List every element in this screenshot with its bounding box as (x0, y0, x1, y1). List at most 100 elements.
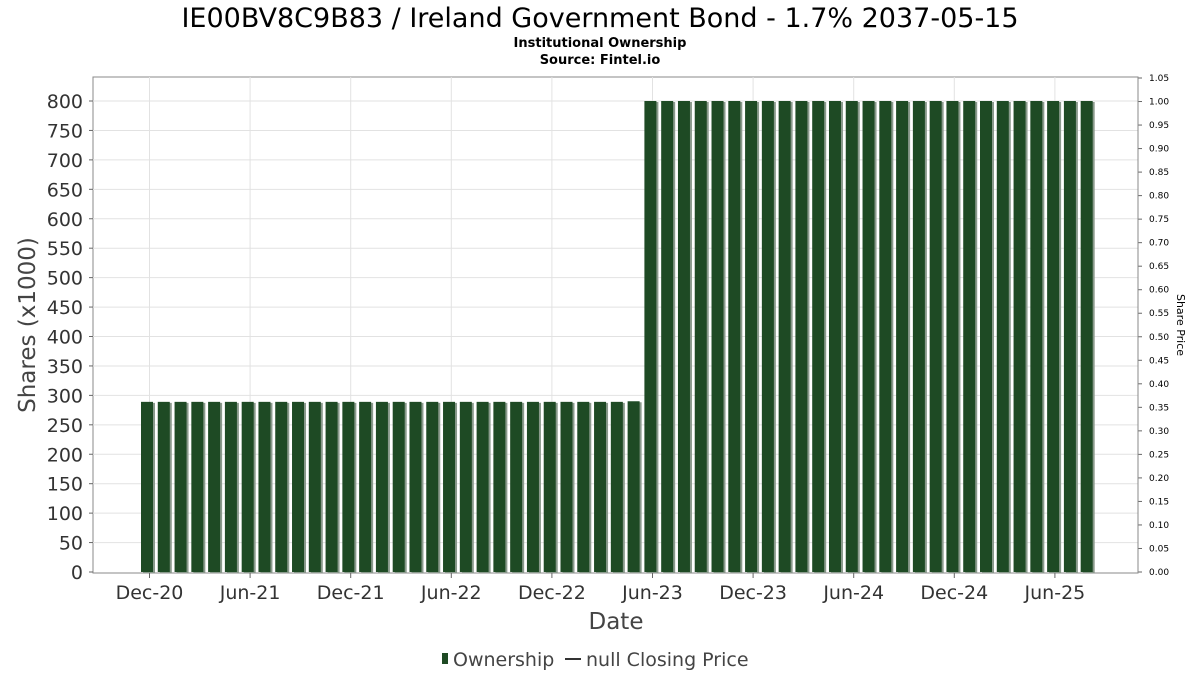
ownership-bar (745, 101, 758, 572)
y-tick-label: 100 (47, 503, 83, 525)
ownership-bar (476, 401, 489, 572)
ownership-bar (258, 401, 271, 572)
ownership-bar (627, 401, 640, 572)
ownership-bar (946, 101, 959, 572)
ownership-bar (661, 101, 674, 572)
ownership-bar (1063, 101, 1076, 572)
ownership-bar (1013, 101, 1026, 572)
ownership-bar (292, 401, 305, 572)
ownership-bar (275, 401, 288, 572)
y2-tick-label: 0.55 (1149, 309, 1169, 319)
x-tick-label: Jun-23 (621, 582, 683, 604)
ownership-bar (761, 101, 774, 572)
ownership-bar (342, 401, 355, 572)
chart-source: Source: Fintel.io (540, 53, 661, 68)
ownership-bar (828, 101, 841, 572)
x-tick-label: Jun-22 (420, 582, 482, 604)
ownership-bar (610, 401, 623, 572)
y-tick-label: 400 (47, 327, 83, 349)
x-tick-label: Jun-24 (822, 582, 884, 604)
ownership-bar (929, 101, 942, 572)
y2-tick-label: 0.85 (1149, 168, 1169, 178)
y2-tick-label: 0.75 (1149, 215, 1169, 225)
y2-axis-ticks: 0.00 0.05 0.10 0.15 0.20 0.25 0.30 0.35 0.40 0.45… (1138, 74, 1169, 578)
y-tick-label: 0 (71, 562, 83, 584)
ownership-bar (996, 101, 1009, 572)
ownership-bar (157, 401, 170, 572)
ownership-bar (896, 101, 909, 572)
ownership-bar (375, 401, 388, 572)
y2-tick-label: 0.40 (1149, 380, 1169, 390)
ownership-bar (510, 401, 523, 572)
y2-tick-label: 0.90 (1149, 145, 1169, 155)
ownership-bar (426, 401, 439, 572)
legend: Ownership null Closing Price (442, 649, 749, 671)
y-tick-label: 300 (47, 385, 83, 407)
ownership-bar (845, 101, 858, 572)
y2-tick-label: 0.70 (1149, 239, 1169, 249)
ownership-bar (912, 101, 925, 572)
ownership-bar (560, 401, 573, 572)
y2-tick-label: 0.60 (1149, 286, 1169, 296)
ownership-bar (728, 101, 741, 572)
ownership-bar (459, 401, 472, 572)
ownership-bar (191, 401, 204, 572)
ownership-bar (963, 101, 976, 572)
ownership-bar (1030, 101, 1043, 572)
ownership-bar (359, 401, 372, 572)
ownership-bar (594, 401, 607, 572)
x-axis-label: Date (589, 609, 644, 635)
y2-tick-label: 0.80 (1149, 192, 1169, 202)
chart-subtitle: Institutional Ownership (514, 36, 687, 51)
y2-tick-label: 0.30 (1149, 427, 1169, 437)
ownership-bar (174, 401, 187, 572)
x-tick-label: Dec-24 (920, 582, 988, 604)
y-tick-label: 350 (47, 356, 83, 378)
ownership-bar (980, 101, 992, 572)
y-tick-label: 50 (59, 533, 83, 555)
ownership-bar (577, 401, 590, 572)
x-tick-label: Dec-20 (116, 582, 184, 604)
ownership-bar (409, 401, 422, 572)
y-tick-label: 250 (47, 415, 83, 437)
y2-tick-label: 0.50 (1149, 333, 1169, 343)
legend-ownership-label: Ownership (453, 649, 554, 671)
ownership-bar (141, 401, 153, 572)
ownership-bar (526, 401, 539, 572)
y-tick-label: 450 (47, 297, 83, 319)
y2-tick-label: 0.45 (1149, 356, 1169, 366)
ownership-bar (711, 101, 724, 572)
chart-title: IE00BV8C9B83 / Ireland Government Bond -… (181, 3, 1018, 34)
y-tick-label: 650 (47, 179, 83, 201)
y2-tick-label: 0.10 (1149, 521, 1169, 531)
ownership-bar (795, 101, 808, 572)
ownership-bar (241, 401, 254, 572)
ownership-bar (677, 101, 690, 572)
ownership-bar (862, 101, 875, 572)
ownership-bar (778, 101, 791, 572)
y-tick-label: 550 (47, 238, 83, 260)
y-tick-label: 500 (47, 268, 83, 290)
y-axis-label: Shares (x1000) (15, 237, 41, 413)
y-axis-ticks: 0 50 100 150 200 250 300 350 400 450 500 550 600 650 7… (47, 91, 93, 584)
y-tick-label: 800 (47, 91, 83, 113)
x-tick-label: Jun-21 (219, 582, 281, 604)
ownership-bar (493, 401, 506, 572)
ownership-bar (224, 401, 237, 572)
x-tick-label: Jun-25 (1024, 582, 1086, 604)
legend-ownership-swatch (442, 653, 448, 664)
y2-tick-label: 0.15 (1149, 497, 1169, 507)
y-tick-label: 200 (47, 444, 83, 466)
y2-tick-label: 1.00 (1149, 98, 1169, 108)
x-tick-label: Dec-21 (317, 582, 385, 604)
ownership-bar (812, 101, 825, 572)
ownership-bar (694, 101, 707, 572)
y-tick-label: 750 (47, 120, 83, 142)
y2-tick-label: 0.05 (1149, 544, 1169, 554)
y-tick-label: 700 (47, 150, 83, 172)
y2-tick-label: 0.20 (1149, 474, 1169, 484)
ownership-bar (325, 401, 338, 572)
ownership-bars (141, 101, 1095, 573)
y2-tick-label: 0.95 (1149, 121, 1169, 131)
